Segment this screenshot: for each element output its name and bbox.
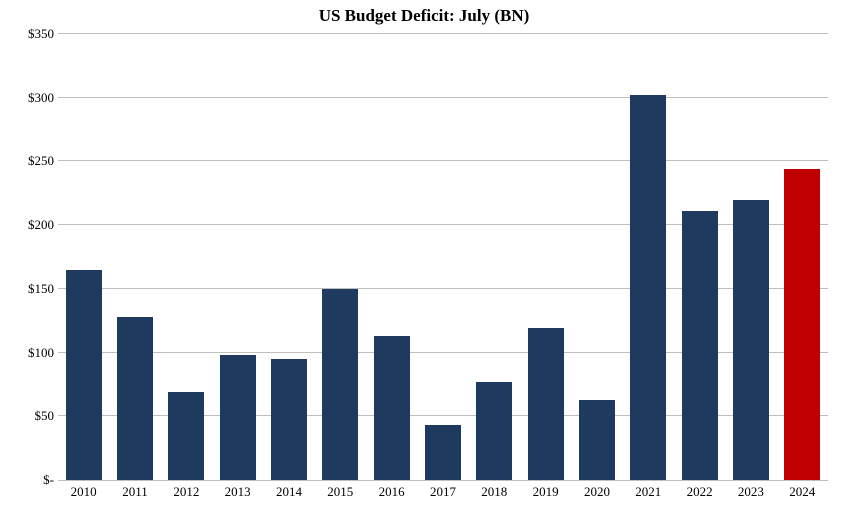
bar-2018 xyxy=(476,382,512,480)
bar-2012 xyxy=(168,392,204,480)
bar-2020 xyxy=(579,400,615,480)
x-tick-label: 2020 xyxy=(571,484,622,500)
bar-2015 xyxy=(322,289,358,480)
x-tick-label: 2023 xyxy=(725,484,776,500)
x-tick-label: 2018 xyxy=(469,484,520,500)
x-tick-label: 2015 xyxy=(315,484,366,500)
bar-2024 xyxy=(784,169,820,480)
bar-2019 xyxy=(528,328,564,480)
bar-2021 xyxy=(630,95,666,480)
x-tick-label: 2022 xyxy=(674,484,725,500)
x-tick-label: 2021 xyxy=(623,484,674,500)
x-tick-label: 2024 xyxy=(777,484,828,500)
bar-slot xyxy=(58,34,109,480)
y-tick-label: $250 xyxy=(4,153,54,169)
bar-slot xyxy=(674,34,725,480)
bar-slot xyxy=(161,34,212,480)
bar-2010 xyxy=(66,270,102,480)
bar-slot xyxy=(571,34,622,480)
bar-slot xyxy=(725,34,776,480)
bar-slot xyxy=(109,34,160,480)
bar-slot xyxy=(777,34,828,480)
bar-slot xyxy=(263,34,314,480)
bar-2016 xyxy=(374,336,410,480)
y-tick-label: $200 xyxy=(4,217,54,233)
plot-area xyxy=(58,34,828,481)
chart-title: US Budget Deficit: July (BN) xyxy=(0,6,848,26)
bar-2022 xyxy=(682,211,718,480)
x-tick-label: 2011 xyxy=(109,484,160,500)
bar-slot xyxy=(212,34,263,480)
bar-2014 xyxy=(271,359,307,480)
bar-slot xyxy=(520,34,571,480)
y-tick-label: $350 xyxy=(4,26,54,42)
bar-2011 xyxy=(117,317,153,480)
bar-slot xyxy=(623,34,674,480)
x-tick-label: 2016 xyxy=(366,484,417,500)
x-tick-label: 2010 xyxy=(58,484,109,500)
bar-slot xyxy=(315,34,366,480)
bar-2017 xyxy=(425,425,461,480)
y-tick-label: $300 xyxy=(4,90,54,106)
x-tick-label: 2013 xyxy=(212,484,263,500)
deficit-bar-chart: US Budget Deficit: July (BN) $- $50 $100… xyxy=(0,0,848,517)
y-tick-label: $50 xyxy=(4,408,54,424)
x-tick-label: 2014 xyxy=(263,484,314,500)
y-tick-label: $150 xyxy=(4,281,54,297)
x-tick-label: 2017 xyxy=(417,484,468,500)
y-tick-label: $100 xyxy=(4,345,54,361)
bar-2013 xyxy=(220,355,256,480)
bar-slot xyxy=(417,34,468,480)
bar-slot xyxy=(366,34,417,480)
y-tick-label: $- xyxy=(4,472,54,488)
x-axis-labels: 2010 2011 2012 2013 2014 2015 2016 2017 … xyxy=(58,484,828,500)
bars-container xyxy=(58,34,828,480)
x-tick-label: 2019 xyxy=(520,484,571,500)
bar-slot xyxy=(469,34,520,480)
x-tick-label: 2012 xyxy=(161,484,212,500)
bar-2023 xyxy=(733,200,769,480)
